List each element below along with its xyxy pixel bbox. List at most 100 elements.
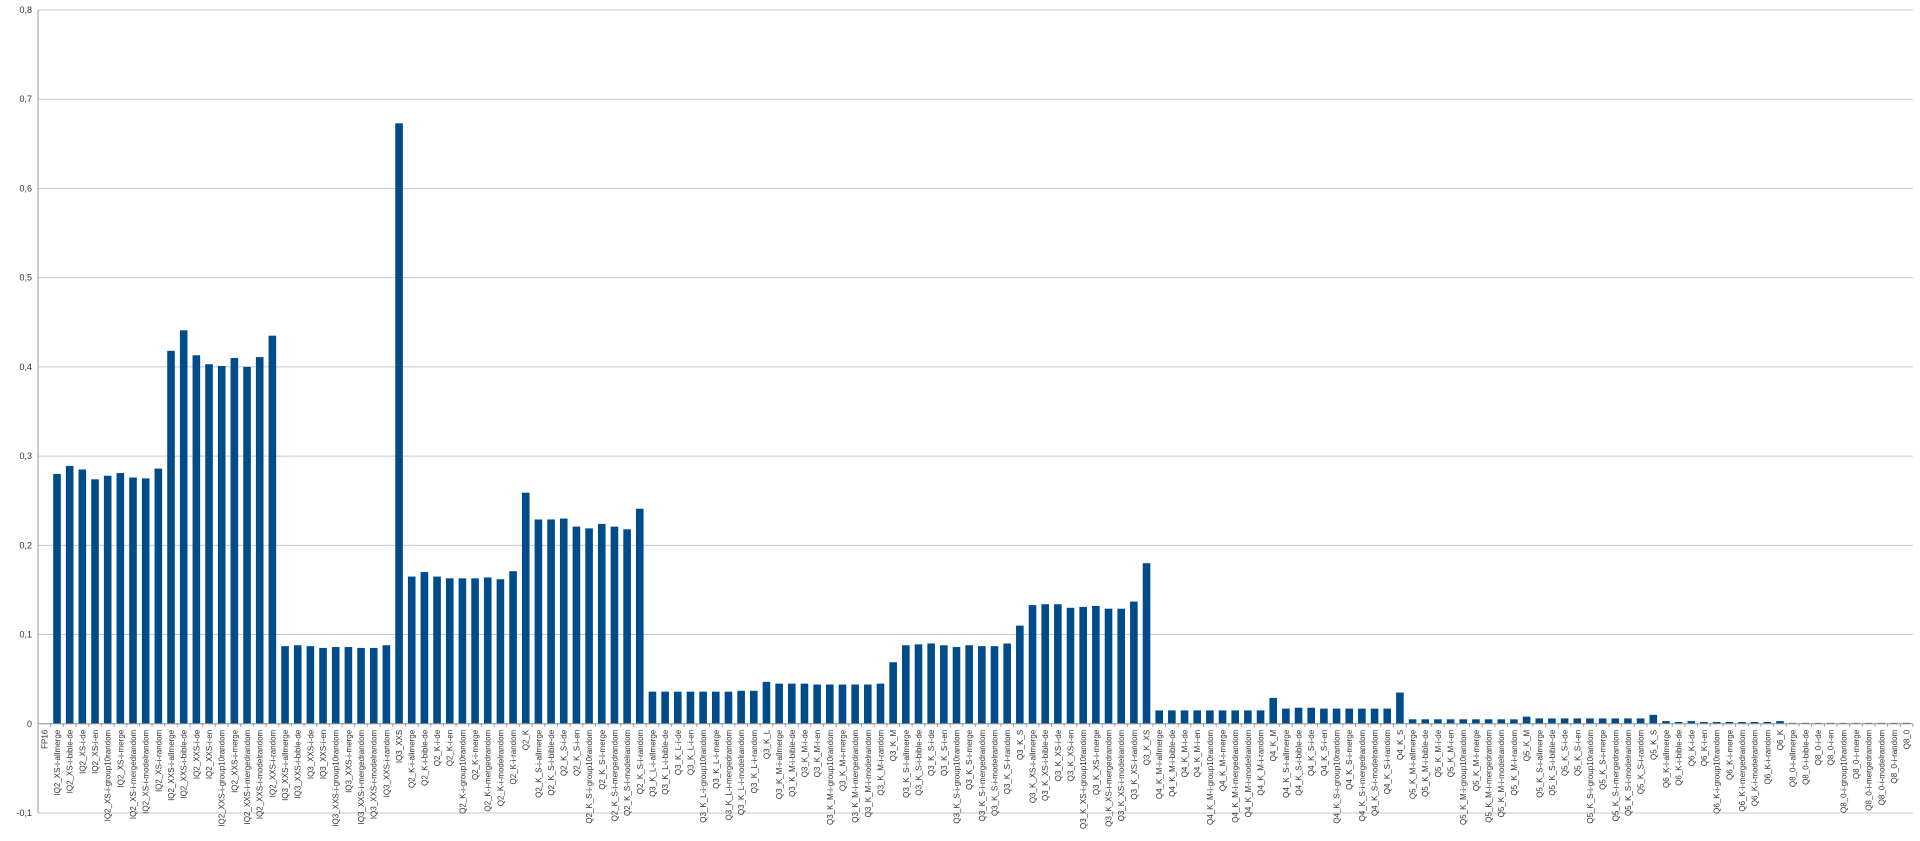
bar <box>1256 710 1265 724</box>
bar <box>1320 708 1328 724</box>
x-tick-label: Q5_K_M-i-allmerge <box>1409 729 1418 799</box>
x-tick-label: Q2_K_S-i-merge <box>598 729 607 790</box>
x-tick-label: IQ2_XXS-i-modelrandom <box>256 729 265 819</box>
x-tick-label: Q3_K_L-i-allmerge <box>648 729 657 797</box>
x-tick-label: Q4_K_S-i-allmerge <box>1282 729 1291 798</box>
x-tick-label: Q6_K-i-random <box>1763 729 1772 784</box>
x-tick-label: Q3_K_XS-i-bible-de <box>1041 729 1050 801</box>
x-tick-label: Q3_K_S <box>1016 730 1025 760</box>
x-tick-label: Q8_0-i-mergedrandom <box>1865 729 1874 810</box>
x-tick-label: Q8_0-i-random <box>1890 729 1899 783</box>
bar <box>737 690 745 724</box>
x-tick-label: Q3_K_S-i-de <box>927 729 936 776</box>
x-tick-label: IQ2_XS-i-allmerge <box>53 729 62 795</box>
bar <box>53 473 61 724</box>
x-tick-label: Q4_K_S-i-random <box>1383 729 1392 794</box>
bar <box>1763 721 1772 724</box>
x-tick-label: Q8_0-i-group10random <box>1839 729 1848 812</box>
bar <box>711 691 720 724</box>
x-tick-label: Q4_K_S-i-bible-de <box>1295 729 1304 795</box>
x-tick-label: Q6_K-i-allmerge <box>1662 729 1671 788</box>
x-tick-label: Q4_K_M-i-de <box>1181 729 1190 777</box>
bar <box>1687 721 1696 724</box>
x-tick-label: Q2_K_S-i-modelrandom <box>623 729 632 816</box>
x-tick-label: IQ2_XXS-i-de <box>192 729 201 779</box>
x-tick-label: Q4_K_S-i-modelrandom <box>1371 729 1380 816</box>
bar <box>1472 719 1480 724</box>
x-tick-label: Q3_K_M-i-en <box>813 730 822 778</box>
x-tick-label: IQ3_XXS <box>395 730 404 763</box>
x-tick-label: Q6_K-i-mergedrandom <box>1738 729 1747 811</box>
x-tick-label: Q2_K-i-de <box>433 729 442 766</box>
x-tick-label: IQ2_XS-i-random <box>154 729 163 792</box>
bar <box>382 645 391 724</box>
x-tick-label: Q3_K_L-i-merge <box>712 729 721 789</box>
bar <box>1332 708 1341 724</box>
bar <box>407 576 416 724</box>
bar <box>1624 718 1632 724</box>
bar <box>813 684 821 724</box>
x-tick-label: IQ3_XXS-i-en <box>319 730 328 779</box>
bar <box>623 529 631 724</box>
x-tick-label: Q2_K_S-i-random <box>636 729 645 794</box>
bar <box>1003 643 1011 724</box>
x-tick-label: Q2_K-i-merge <box>471 729 480 780</box>
x-tick-label: Q5_K_S-i-mergedrandom <box>1611 729 1620 821</box>
bar <box>1383 708 1392 724</box>
x-tick-label: Q4_K_S-i-merge <box>1345 729 1354 790</box>
x-tick-label: Q3_K_XS-i-en <box>1067 730 1076 782</box>
bar <box>1700 721 1708 724</box>
bar <box>851 684 859 724</box>
bar <box>1510 719 1518 724</box>
x-tick-label: Q6_K <box>1776 729 1785 750</box>
bar <box>1054 604 1062 724</box>
x-tick-label: Q3_K_M-i-random <box>876 729 885 795</box>
bar <box>1598 718 1607 724</box>
x-axis-ticks: FP16 IQ2_XS-i-allmerge IQ2_XS-i-bible-de IQ… <box>40 729 1911 829</box>
x-tick-label: Q3_K_L-i-bible-de <box>661 729 670 794</box>
x-tick-label: Q5_K_M-i-bible-de <box>1421 729 1430 797</box>
bar <box>1535 718 1544 724</box>
bar <box>1092 606 1100 724</box>
x-tick-label: Q3_K_XS-i-merge <box>1092 729 1101 795</box>
x-tick-label: IQ2_XXS-i-mergedrandom <box>243 729 252 824</box>
x-tick-label: Q2_K-i-modelrandom <box>496 729 505 806</box>
bar <box>1421 719 1430 724</box>
bar <box>1142 563 1151 724</box>
bar <box>1206 710 1214 724</box>
x-tick-label: Q2_K <box>522 729 531 750</box>
y-tick-label: 0,7 <box>19 94 32 104</box>
bar <box>1104 608 1113 724</box>
bar <box>838 684 847 724</box>
x-tick-label: IQ2_XXS-i-random <box>268 729 277 797</box>
bar <box>1028 605 1037 724</box>
bar <box>1066 607 1075 724</box>
x-tick-label: Q5_K_M-i-random <box>1510 729 1519 795</box>
bar <box>331 647 340 724</box>
bar <box>78 469 87 724</box>
x-tick-label: Q5_K_S <box>1649 730 1658 760</box>
bar <box>243 366 251 724</box>
x-tick-label: Q3_K_S-i-mergedrandom <box>978 729 987 821</box>
x-tick-label: Q8_0-i-bible-de <box>1801 729 1810 785</box>
bar <box>1548 718 1556 724</box>
bar <box>205 364 213 724</box>
bar <box>1244 710 1252 724</box>
x-tick-label: IQ2_XXS-i-bible-de <box>180 729 189 798</box>
bar <box>661 691 669 724</box>
x-tick-label: Q8_0-i-merge <box>1852 729 1861 779</box>
x-tick-label: Q2_K-i-bible-de <box>420 729 429 786</box>
x-tick-label: Q6_K-i-group10random <box>1713 729 1722 813</box>
bar <box>952 647 961 724</box>
x-tick-label: Q2_K_S-i-mergedrandom <box>610 729 619 821</box>
x-tick-label: Q2_K-i-random <box>509 729 518 784</box>
bar <box>559 518 568 724</box>
x-tick-label: Q3_K_S-i-modelrandom <box>991 729 1000 816</box>
x-tick-label: Q3_K_S-i-merge <box>965 729 974 790</box>
bar <box>458 578 467 724</box>
x-tick-label: Q4_K_M-i-merge <box>1219 729 1228 791</box>
y-tick-label: 0,3 <box>19 451 32 461</box>
bar <box>1282 708 1290 724</box>
bar <box>445 578 454 724</box>
bar <box>103 475 112 724</box>
